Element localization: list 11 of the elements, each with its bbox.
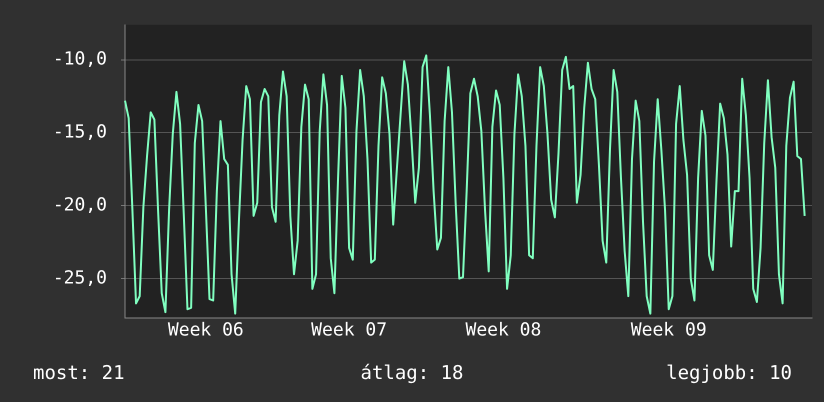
x-tick-label: Week 07	[311, 319, 388, 340]
y-tick-label: -15,0	[52, 121, 107, 142]
x-tick-label: Week 08	[465, 319, 542, 340]
text: most: 21	[33, 362, 125, 384]
text: legjobb: 10	[666, 362, 792, 384]
x-tick-label: Week 09	[630, 319, 707, 340]
y-tick-label: -10,0	[52, 48, 107, 70]
text: átlag: 18	[360, 362, 464, 384]
y-tick-label: -20,0	[52, 194, 107, 216]
y-tick-label: -25,0	[52, 267, 107, 288]
x-tick-label: Week 06	[168, 319, 244, 340]
